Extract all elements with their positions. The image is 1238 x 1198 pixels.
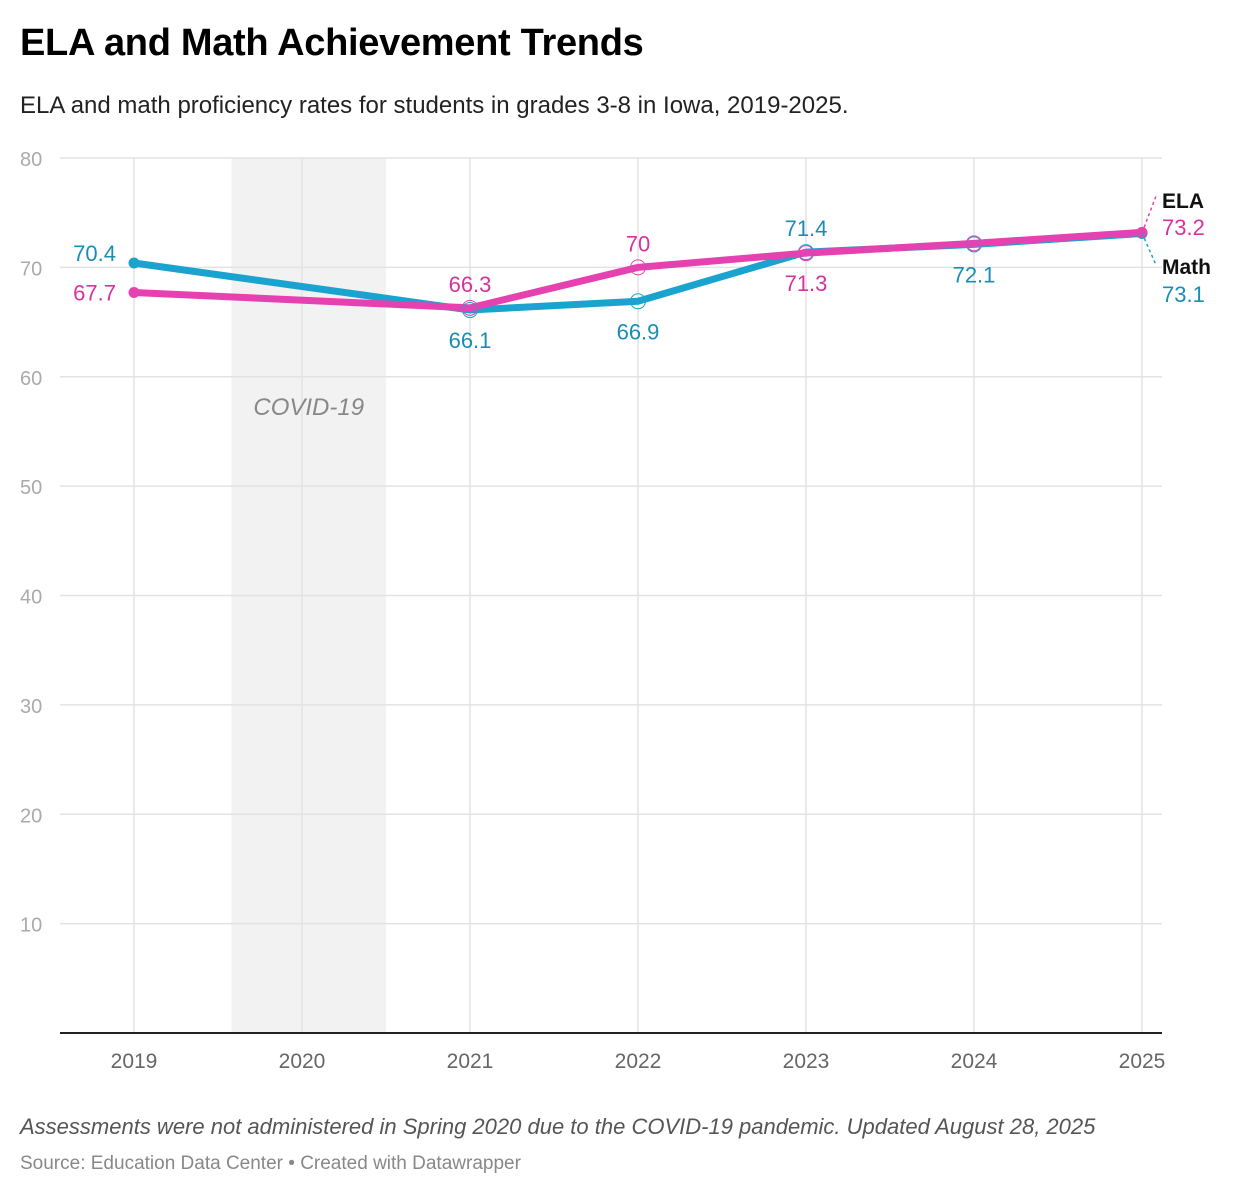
ela-point	[462, 299, 478, 316]
ela-data-label: 66.3	[449, 272, 492, 297]
x-tick-label: 2021	[447, 1050, 494, 1073]
math-data-label: 70.4	[73, 241, 116, 266]
ela-point	[630, 259, 646, 276]
ela-data-label: 70	[626, 231, 650, 256]
y-tick-label: 70	[20, 258, 42, 280]
math-point	[128, 257, 140, 269]
ela-point	[798, 245, 814, 262]
x-tick-label: 2024	[951, 1050, 998, 1073]
line-chart: 10 20 30 40 50 60 70 80 2019 2020 2021 2022 2023 2024…	[20, 149, 1211, 1073]
math-data-label: 71.4	[785, 216, 828, 241]
y-tick-label: 30	[20, 696, 42, 718]
ela-line	[133, 228, 1143, 312]
y-tick-label: 80	[20, 149, 42, 171]
ela-leader-line	[1141, 195, 1157, 234]
math-data-label: 66.1	[449, 328, 492, 353]
x-tick-label: 2020	[279, 1050, 326, 1073]
covid-label: COVID-19	[253, 394, 364, 421]
chart-subtitle: ELA and math proficiency rates for stude…	[20, 92, 849, 119]
chart-note: Assessments were not administered in Spr…	[20, 1114, 1096, 1139]
y-tick-label: 60	[20, 368, 42, 390]
ela-point	[128, 287, 140, 299]
y-tick-label: 40	[20, 587, 42, 609]
chart-title: ELA and Math Achievement Trends	[20, 22, 644, 64]
y-tick-label: 50	[20, 477, 42, 499]
y-tick-label: 10	[20, 915, 42, 937]
math-data-label: 66.9	[617, 319, 660, 344]
chart-source: Source: Education Data Center • Created …	[20, 1153, 521, 1174]
x-tick-label: 2022	[615, 1050, 662, 1073]
ela-series-name: ELA	[1162, 190, 1204, 213]
ela-data-label: 67.7	[73, 281, 116, 306]
ela-end-value: 73.2	[1162, 215, 1205, 240]
math-series-name: Math	[1162, 256, 1211, 279]
x-tick-label: 2023	[783, 1050, 830, 1073]
x-tick-label: 2019	[111, 1050, 158, 1073]
x-tick-label: 2025	[1119, 1050, 1166, 1073]
math-end-value: 73.1	[1162, 282, 1205, 307]
ela-point	[966, 235, 982, 252]
y-tick-label: 20	[20, 805, 42, 827]
ela-data-label: 71.3	[785, 271, 828, 296]
math-data-label: 72.1	[953, 262, 996, 287]
math-point	[630, 293, 646, 310]
